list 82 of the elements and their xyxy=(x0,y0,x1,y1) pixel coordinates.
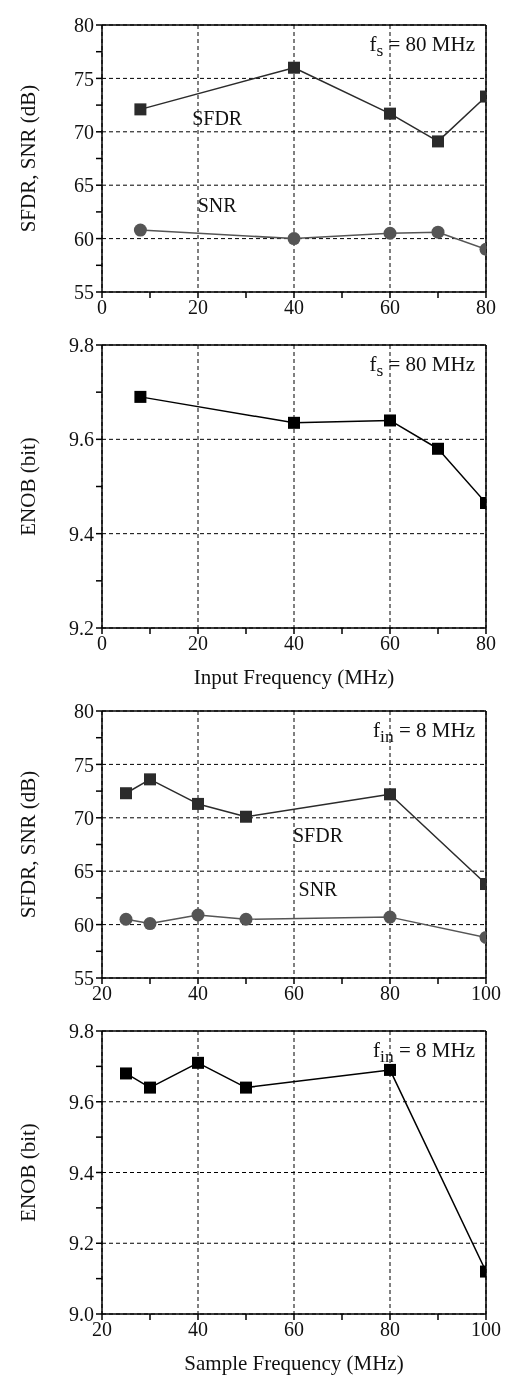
y-tick-label: 9.0 xyxy=(69,1303,94,1326)
point xyxy=(288,61,300,74)
x-tick-label: 80 xyxy=(380,1318,400,1341)
point xyxy=(384,107,396,120)
x-tick-label: 100 xyxy=(471,1318,501,1341)
point xyxy=(134,103,147,116)
point xyxy=(240,1081,252,1094)
x-tick-label: 20 xyxy=(188,296,208,319)
series-label: SNR xyxy=(197,194,238,217)
point xyxy=(134,390,147,403)
y-tick-label: 9.2 xyxy=(69,617,94,640)
y-tick-label: 9.4 xyxy=(69,1161,94,1184)
x-tick-label: 40 xyxy=(284,632,304,655)
y-tick-label: 9.6 xyxy=(69,428,94,451)
y-tick-label: 9.8 xyxy=(69,1020,94,1043)
y-tick-label: 70 xyxy=(74,120,94,143)
y-tick-label: 70 xyxy=(74,806,94,829)
y-tick-label: 9.6 xyxy=(69,1090,94,1113)
x-axis-title: Input Frequency (MHz) xyxy=(193,665,395,689)
point xyxy=(240,810,252,823)
point xyxy=(144,773,156,786)
x-tick-label: 80 xyxy=(380,982,400,1005)
series-label: SFDR xyxy=(292,823,344,846)
point xyxy=(120,787,132,800)
point xyxy=(288,416,300,429)
point xyxy=(383,226,397,240)
y-tick-label: 60 xyxy=(74,227,94,250)
x-tick-label: 60 xyxy=(284,1318,304,1341)
point xyxy=(384,414,396,427)
x-tick-label: 80 xyxy=(476,632,496,655)
point xyxy=(143,917,157,931)
y-axis-title: SFDR, SNR (dB) xyxy=(16,84,41,233)
y-tick-label: 75 xyxy=(74,753,94,776)
point xyxy=(239,912,253,926)
point xyxy=(384,788,396,801)
y-tick-label: 80 xyxy=(74,14,94,37)
y-tick-label: 55 xyxy=(74,281,94,304)
x-tick-label: 100 xyxy=(471,982,501,1005)
point xyxy=(287,232,301,246)
point xyxy=(133,223,147,237)
y-tick-label: 60 xyxy=(74,913,94,936)
x-tick-label: 60 xyxy=(380,632,400,655)
y-tick-label: 9.4 xyxy=(69,522,94,545)
y-tick-label: 75 xyxy=(74,67,94,90)
y-tick-label: 55 xyxy=(74,967,94,990)
annotation: f$_{in}$ = 8 MHz xyxy=(373,718,475,748)
y-tick-label: 9.2 xyxy=(69,1232,94,1255)
x-tick-label: 40 xyxy=(188,1318,208,1341)
point xyxy=(120,1067,132,1080)
point xyxy=(192,1056,204,1069)
x-tick-label: 40 xyxy=(188,982,208,1005)
x-tick-label: 0 xyxy=(97,632,107,655)
point xyxy=(191,908,205,922)
point xyxy=(192,797,204,810)
y-tick-label: 65 xyxy=(74,174,94,197)
annotation: f$_{in}$ = 8 MHz xyxy=(373,1038,475,1068)
x-tick-label: 20 xyxy=(92,1318,112,1341)
point xyxy=(384,1063,396,1076)
point xyxy=(432,135,444,148)
x-tick-label: 20 xyxy=(188,632,208,655)
y-axis-title: ENOB (bit) xyxy=(16,1123,41,1222)
x-tick-label: 60 xyxy=(380,296,400,319)
point xyxy=(383,910,397,924)
annotation: f$_{s}$ = 80 MHz xyxy=(369,352,475,382)
point xyxy=(431,225,445,239)
x-tick-label: 20 xyxy=(92,982,112,1005)
point xyxy=(119,912,133,926)
series-label: SFDR xyxy=(192,106,243,129)
y-tick-label: 80 xyxy=(74,700,94,723)
y-axis-title: SFDR, SNR (dB) xyxy=(16,770,41,919)
y-tick-label: 65 xyxy=(74,860,94,883)
x-axis-title: Sample Frequency (MHz) xyxy=(184,1351,404,1375)
point xyxy=(432,442,444,455)
y-axis-title: ENOB (bit) xyxy=(16,437,41,536)
x-tick-label: 0 xyxy=(97,296,107,319)
x-tick-label: 40 xyxy=(284,296,304,319)
point xyxy=(144,1081,156,1094)
y-tick-label: 9.8 xyxy=(69,334,94,357)
series-label: SNR xyxy=(298,878,339,901)
annotation: f$_{s}$ = 80 MHz xyxy=(369,32,475,62)
x-tick-label: 80 xyxy=(476,296,496,319)
x-tick-label: 60 xyxy=(284,982,304,1005)
